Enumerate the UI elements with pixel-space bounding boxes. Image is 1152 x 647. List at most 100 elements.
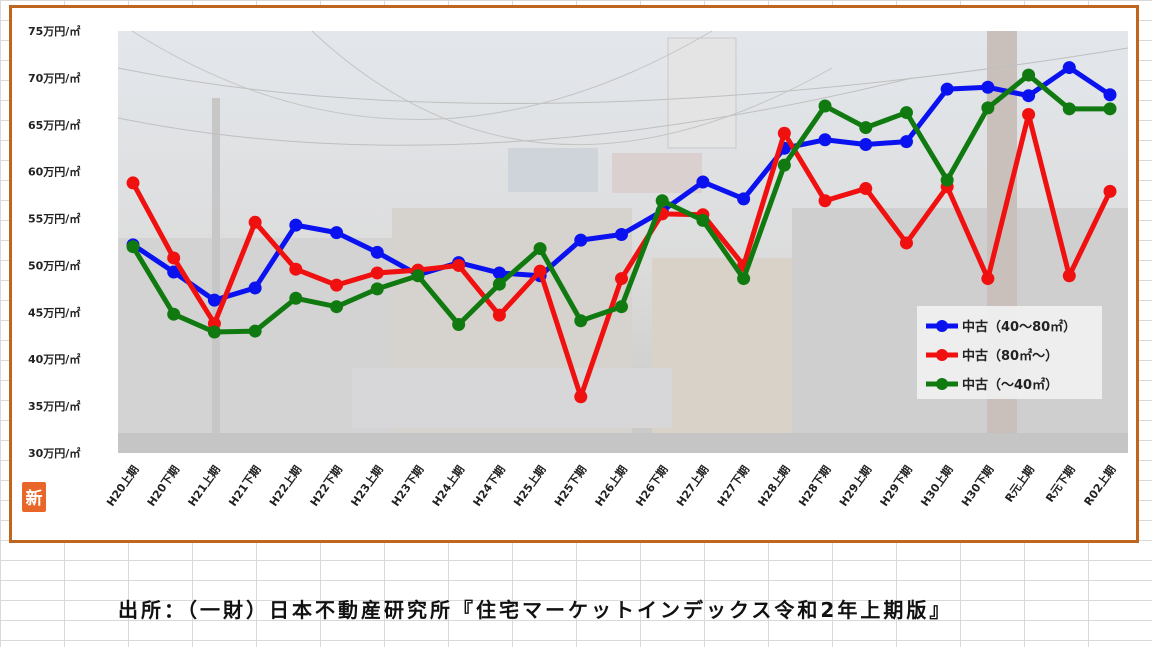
- x-tick-label: H29上期: [836, 463, 874, 509]
- x-tick-label: H27上期: [673, 463, 711, 509]
- data-point: [1062, 61, 1076, 75]
- data-point: [492, 308, 506, 322]
- data-point: [574, 314, 588, 328]
- data-point: [655, 194, 669, 208]
- data-point: [289, 218, 303, 232]
- data-point: [330, 278, 344, 292]
- data-point: [696, 175, 710, 189]
- data-point: [899, 236, 913, 250]
- x-tick-label: H28下期: [795, 463, 833, 509]
- data-point: [533, 264, 547, 278]
- x-tick-label: H24下期: [470, 463, 508, 509]
- data-point: [452, 258, 466, 272]
- y-tick-label: 75万円/㎡: [28, 24, 80, 38]
- data-point: [248, 215, 262, 229]
- legend-swatch-marker: [936, 378, 948, 390]
- x-tick-label: R元下期: [1042, 463, 1077, 505]
- data-point: [777, 126, 791, 140]
- data-point: [1103, 184, 1117, 198]
- data-point: [1022, 107, 1036, 121]
- data-point: [859, 137, 873, 151]
- data-point: [818, 99, 832, 113]
- data-point: [940, 173, 954, 187]
- y-tick-label: 35万円/㎡: [28, 399, 80, 413]
- data-point: [167, 251, 181, 265]
- x-tick-label: H29下期: [877, 463, 915, 509]
- data-point: [370, 282, 384, 296]
- data-point: [330, 226, 344, 240]
- data-point: [1022, 89, 1036, 103]
- data-point: [818, 194, 832, 208]
- y-tick-label: 30万円/㎡: [28, 446, 80, 460]
- x-tick-label: R02上期: [1081, 463, 1119, 509]
- x-tick-label: H23下期: [388, 463, 426, 509]
- data-point: [940, 82, 954, 96]
- x-tick-label: H20上期: [103, 463, 141, 509]
- data-point: [981, 101, 995, 115]
- line-chart: 30万円/㎡ 35万円/㎡ 40万円/㎡ 45万円/㎡ 50万円/㎡ 55万円/㎡ 60万円…: [22, 24, 1129, 512]
- new-badge-label: 新: [26, 488, 43, 509]
- chart-legend: 中古（40～80㎡） 中古（80㎡～） 中古（～40㎡）: [917, 306, 1102, 399]
- x-tick-label: H23上期: [348, 463, 386, 509]
- x-tick-label: H20下期: [144, 463, 182, 509]
- y-tick-label: 50万円/㎡: [28, 258, 80, 272]
- data-point: [777, 158, 791, 172]
- x-tick-label: H21上期: [185, 463, 223, 509]
- x-tick-label: H27下期: [714, 463, 752, 509]
- data-point: [899, 106, 913, 120]
- data-point: [818, 133, 832, 147]
- x-tick-label: R元上期: [1002, 463, 1037, 505]
- source-text: 出所：（一財）日本不動産研究所『住宅マーケットインデックス令和2年上期版』: [118, 598, 953, 622]
- data-point: [615, 272, 628, 286]
- data-point: [207, 325, 221, 339]
- y-tick-label: 45万円/㎡: [28, 305, 80, 319]
- x-tick-label: H30下期: [958, 463, 996, 509]
- data-point: [167, 307, 181, 321]
- data-point: [330, 300, 344, 314]
- data-point: [981, 272, 995, 286]
- data-point: [574, 233, 588, 247]
- series-2: [126, 68, 1117, 339]
- x-tick-label: H26上期: [592, 463, 630, 509]
- data-point: [981, 80, 995, 94]
- data-point: [370, 266, 384, 280]
- data-point: [248, 324, 262, 338]
- legend-label: 中古（80㎡～）: [962, 348, 1058, 364]
- x-tick-label: H22下期: [307, 463, 345, 509]
- legend-swatch-marker: [936, 320, 948, 332]
- data-point: [533, 242, 547, 256]
- data-point: [207, 293, 221, 307]
- data-point: [899, 135, 913, 149]
- data-point: [248, 281, 262, 295]
- data-point: [370, 245, 384, 259]
- data-point: [615, 227, 628, 241]
- data-point: [492, 266, 506, 280]
- x-tick-label: H24上期: [429, 463, 467, 509]
- data-point: [1103, 88, 1117, 102]
- data-point: [167, 265, 181, 279]
- new-badge: 新: [22, 482, 46, 512]
- data-point: [1062, 102, 1076, 116]
- data-point: [574, 390, 588, 404]
- data-point: [859, 182, 873, 196]
- x-tick-label: H26下期: [633, 463, 671, 509]
- legend-label: 中古（～40㎡）: [962, 377, 1058, 393]
- x-tick-label: H28上期: [755, 463, 793, 509]
- data-point: [1022, 68, 1036, 82]
- y-tick-label: 55万円/㎡: [28, 212, 80, 226]
- chart-frame: 30万円/㎡ 35万円/㎡ 40万円/㎡ 45万円/㎡ 50万円/㎡ 55万円/㎡ 60万円…: [9, 5, 1139, 543]
- y-tick-label: 40万円/㎡: [28, 352, 80, 366]
- data-point: [289, 262, 303, 276]
- data-point: [859, 121, 873, 135]
- source-caption: 出所：（一財）日本不動産研究所『住宅マーケットインデックス令和2年上期版』: [118, 594, 952, 623]
- data-point: [1103, 102, 1117, 116]
- y-tick-label: 60万円/㎡: [28, 165, 80, 179]
- data-point: [411, 269, 425, 283]
- x-tick-label: H21下期: [225, 463, 263, 509]
- y-tick-label: 70万円/㎡: [28, 71, 80, 85]
- data-point: [696, 213, 710, 227]
- legend-swatch-marker: [936, 349, 948, 361]
- data-point: [1062, 269, 1076, 283]
- y-tick-label: 65万円/㎡: [28, 118, 80, 132]
- x-tick-label: H25下期: [551, 463, 589, 509]
